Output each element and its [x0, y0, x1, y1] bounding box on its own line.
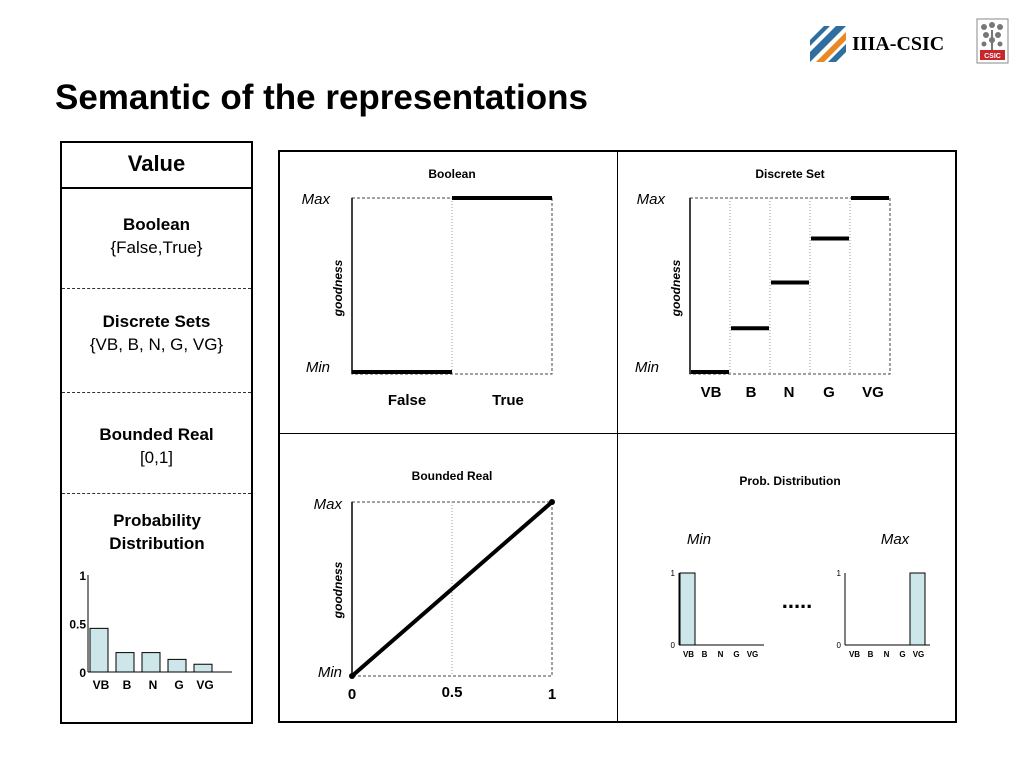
mini-distribution-chart: 1 0.5 0 VB B N G VG: [69, 569, 232, 692]
mini-bar: [167, 658, 187, 673]
value-section-name: Bounded Real: [99, 425, 214, 444]
category-label: False: [388, 392, 426, 409]
category-label: VG: [862, 384, 884, 401]
y-tick-min: Min: [635, 359, 659, 376]
category-label: B: [746, 384, 757, 401]
value-section-discrete-sets: Discrete Sets {VB, B, N, G, VG}: [62, 310, 251, 356]
bounded-real-chart: Bounded Real Max Min goodness 0 0.5 1: [314, 469, 557, 703]
representation-grid: Boolean Max Min goodness False True Disc…: [278, 150, 957, 723]
section-divider: [62, 392, 251, 393]
x-tick-label: 1: [548, 686, 556, 703]
mini-category-label: B: [123, 678, 132, 692]
csic-badge-text: CSIC: [984, 53, 1001, 60]
y-axis-label: goodness: [331, 259, 345, 317]
mini-bar: [909, 572, 926, 646]
y-tick-max: Max: [302, 191, 331, 208]
mini-category-label: B: [702, 650, 708, 659]
value-section-values: {VB, B, N, G, VG}: [89, 335, 224, 354]
section-divider: [62, 493, 251, 494]
mini-category-label: N: [884, 650, 890, 659]
grid-divider-vertical: [617, 152, 618, 721]
mini-y-tick: 0.5: [69, 618, 86, 632]
value-section-boolean: Boolean {False,True}: [62, 213, 251, 259]
mini-category-label: N: [149, 678, 158, 692]
category-label: G: [823, 384, 835, 401]
chart-title: Prob. Distribution: [739, 474, 840, 488]
x-tick-label: 0.5: [442, 684, 463, 701]
category-label: True: [492, 392, 524, 409]
mini-y-tick: 1: [671, 569, 676, 578]
mini-category-label: VG: [747, 650, 759, 659]
mini-bar: [193, 663, 213, 673]
panel-label-min: Min: [687, 531, 711, 548]
iiia-logo-icon: [810, 26, 846, 62]
mini-category-label: N: [718, 650, 724, 659]
y-tick-min: Min: [318, 664, 342, 681]
value-section-probability: Probability Distribution: [82, 509, 232, 555]
discrete-set-chart: Discrete Set Max Min goodness VB B N G VG: [635, 167, 891, 401]
mini-y-tick: 0: [837, 641, 842, 650]
value-section-values: {False,True}: [110, 238, 203, 257]
value-section-values: [0,1]: [139, 448, 174, 467]
value-section-name: Boolean: [122, 215, 191, 234]
mini-y-tick: 1: [79, 569, 86, 583]
mini-category-label: VG: [196, 678, 213, 692]
section-divider: [62, 288, 251, 289]
value-panel-heading: Value: [62, 143, 251, 189]
value-panel: Value Boolean {False,True} Discrete Sets…: [60, 141, 253, 724]
page-title: Semantic of the representations: [55, 78, 588, 117]
y-axis-label: goodness: [331, 561, 345, 619]
mini-y-tick: 0: [671, 641, 676, 650]
mini-bar: [679, 572, 696, 646]
chart-title: Boolean: [428, 167, 475, 181]
panel-label-max: Max: [881, 531, 910, 548]
boolean-chart: Boolean Max Min goodness False True: [302, 167, 553, 409]
ellipsis: .....: [782, 588, 813, 613]
mini-y-tick: 1: [837, 569, 842, 578]
chart-title: Discrete Set: [755, 167, 824, 181]
plot-frame: [689, 197, 891, 375]
mini-category-label: VB: [683, 650, 694, 659]
mini-category-label: G: [174, 678, 183, 692]
mini-category-label: G: [899, 650, 905, 659]
grid-divider-horizontal: [280, 433, 955, 434]
mini-y-tick: 0: [79, 666, 86, 680]
mini-category-label: VB: [849, 650, 860, 659]
value-section-name: Discrete Sets: [102, 312, 211, 331]
y-tick-max: Max: [637, 191, 666, 208]
mini-bar: [141, 652, 161, 673]
y-tick-min: Min: [306, 359, 330, 376]
y-axis-label: goodness: [669, 259, 683, 317]
mini-category-label: B: [868, 650, 874, 659]
mini-category-label: VG: [913, 650, 925, 659]
endpoint-marker: [349, 673, 355, 679]
value-section-name: Probability Distribution: [109, 511, 205, 553]
mini-category-label: G: [733, 650, 739, 659]
logo-text: IIIA-CSIC: [852, 33, 945, 55]
value-section-bounded-real: Bounded Real [0,1]: [62, 423, 251, 469]
csic-emblem-icon: CSIC: [976, 18, 1009, 64]
category-label: VB: [701, 384, 722, 401]
mini-bar: [115, 652, 135, 673]
chart-title: Bounded Real: [412, 469, 493, 483]
x-tick-label: 0: [348, 686, 356, 703]
endpoint-marker: [549, 499, 555, 505]
mini-bar: [89, 627, 109, 673]
category-label: N: [784, 384, 795, 401]
value-line: [350, 500, 554, 678]
y-tick-max: Max: [314, 496, 343, 513]
mini-category-label: VB: [93, 678, 110, 692]
